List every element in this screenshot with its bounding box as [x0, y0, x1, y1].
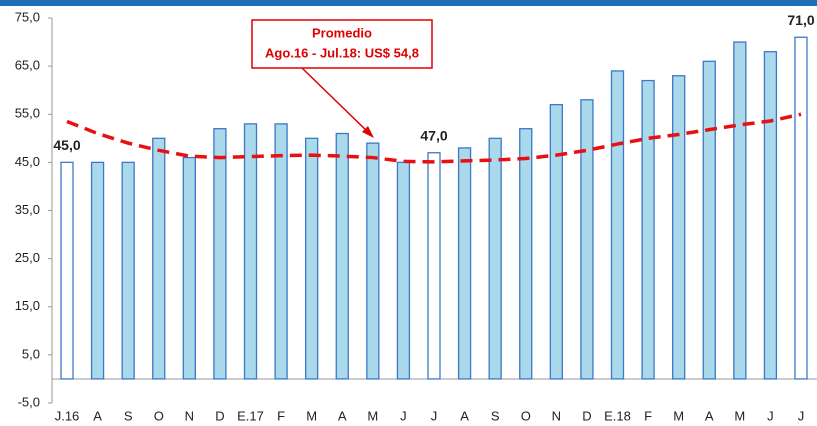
bar	[152, 137, 166, 380]
bar	[519, 128, 533, 380]
x-tick-label: S	[491, 408, 500, 423]
bar	[733, 41, 747, 380]
bar	[488, 137, 502, 380]
data-label: 45,0	[53, 137, 80, 153]
x-tick-label: M	[367, 408, 378, 423]
annotation-text: Ago.16 - Jul.18: US$ 54,8	[265, 45, 419, 60]
x-tick-label: D	[582, 408, 591, 423]
x-tick-label: E.17	[237, 408, 264, 423]
bar	[427, 152, 441, 380]
y-tick-label: 55,0	[15, 106, 40, 121]
bar	[580, 99, 594, 380]
bar	[396, 161, 411, 380]
x-tick-label: O	[521, 408, 531, 423]
annotation-title: Promedio	[312, 25, 372, 40]
bar	[641, 79, 655, 380]
x-tick-label: E.18	[604, 408, 631, 423]
bar	[794, 36, 808, 380]
x-tick-label: N	[552, 408, 561, 423]
x-tick-label: J	[431, 408, 438, 423]
y-tick-label: 15,0	[15, 298, 40, 313]
x-tick-label: M	[734, 408, 745, 423]
bar	[274, 123, 288, 380]
x-tick-label: J	[798, 408, 805, 423]
x-tick-label: M	[306, 408, 317, 423]
bar	[457, 147, 472, 380]
bar	[335, 132, 349, 380]
x-tick-label: A	[460, 408, 469, 423]
bar	[305, 137, 319, 380]
y-tick-label: 75,0	[15, 9, 40, 24]
x-tick-label: J	[767, 408, 774, 423]
bar	[763, 51, 778, 380]
bar	[243, 123, 258, 380]
bar	[60, 161, 74, 380]
trend-line	[66, 112, 802, 164]
bar	[610, 70, 625, 380]
x-tick-label: J.16	[55, 408, 80, 423]
bar	[549, 103, 563, 380]
bar	[90, 161, 105, 380]
y-tick-label: 35,0	[15, 202, 40, 217]
x-tick-label: D	[215, 408, 224, 423]
annotation-arrow	[301, 67, 371, 135]
y-tick-label: 65,0	[15, 58, 40, 73]
x-tick-label: J	[400, 408, 407, 423]
bar	[702, 60, 716, 380]
bar	[121, 161, 135, 380]
y-tick-label: 25,0	[15, 250, 40, 265]
x-tick-label: F	[277, 408, 285, 423]
data-label: 71,0	[787, 12, 814, 28]
x-tick-label: A	[338, 408, 347, 423]
annotation-box	[251, 19, 433, 69]
y-tick-label: 5,0	[22, 346, 40, 361]
x-tick-label: S	[124, 408, 133, 423]
bar	[213, 128, 227, 380]
x-tick-label: O	[154, 408, 164, 423]
y-tick-label: -5,0	[18, 394, 40, 409]
x-tick-label: N	[185, 408, 194, 423]
data-label: 47,0	[420, 127, 447, 143]
x-tick-label: M	[673, 408, 684, 423]
x-tick-label: A	[705, 408, 714, 423]
y-tick-label: 45,0	[15, 154, 40, 169]
bar	[672, 75, 686, 380]
bar	[366, 142, 380, 380]
header-strip	[0, 0, 817, 6]
bar	[182, 156, 196, 380]
x-tick-label: F	[644, 408, 652, 423]
x-tick-label: A	[93, 408, 102, 423]
annotation-arrowhead	[362, 126, 374, 138]
